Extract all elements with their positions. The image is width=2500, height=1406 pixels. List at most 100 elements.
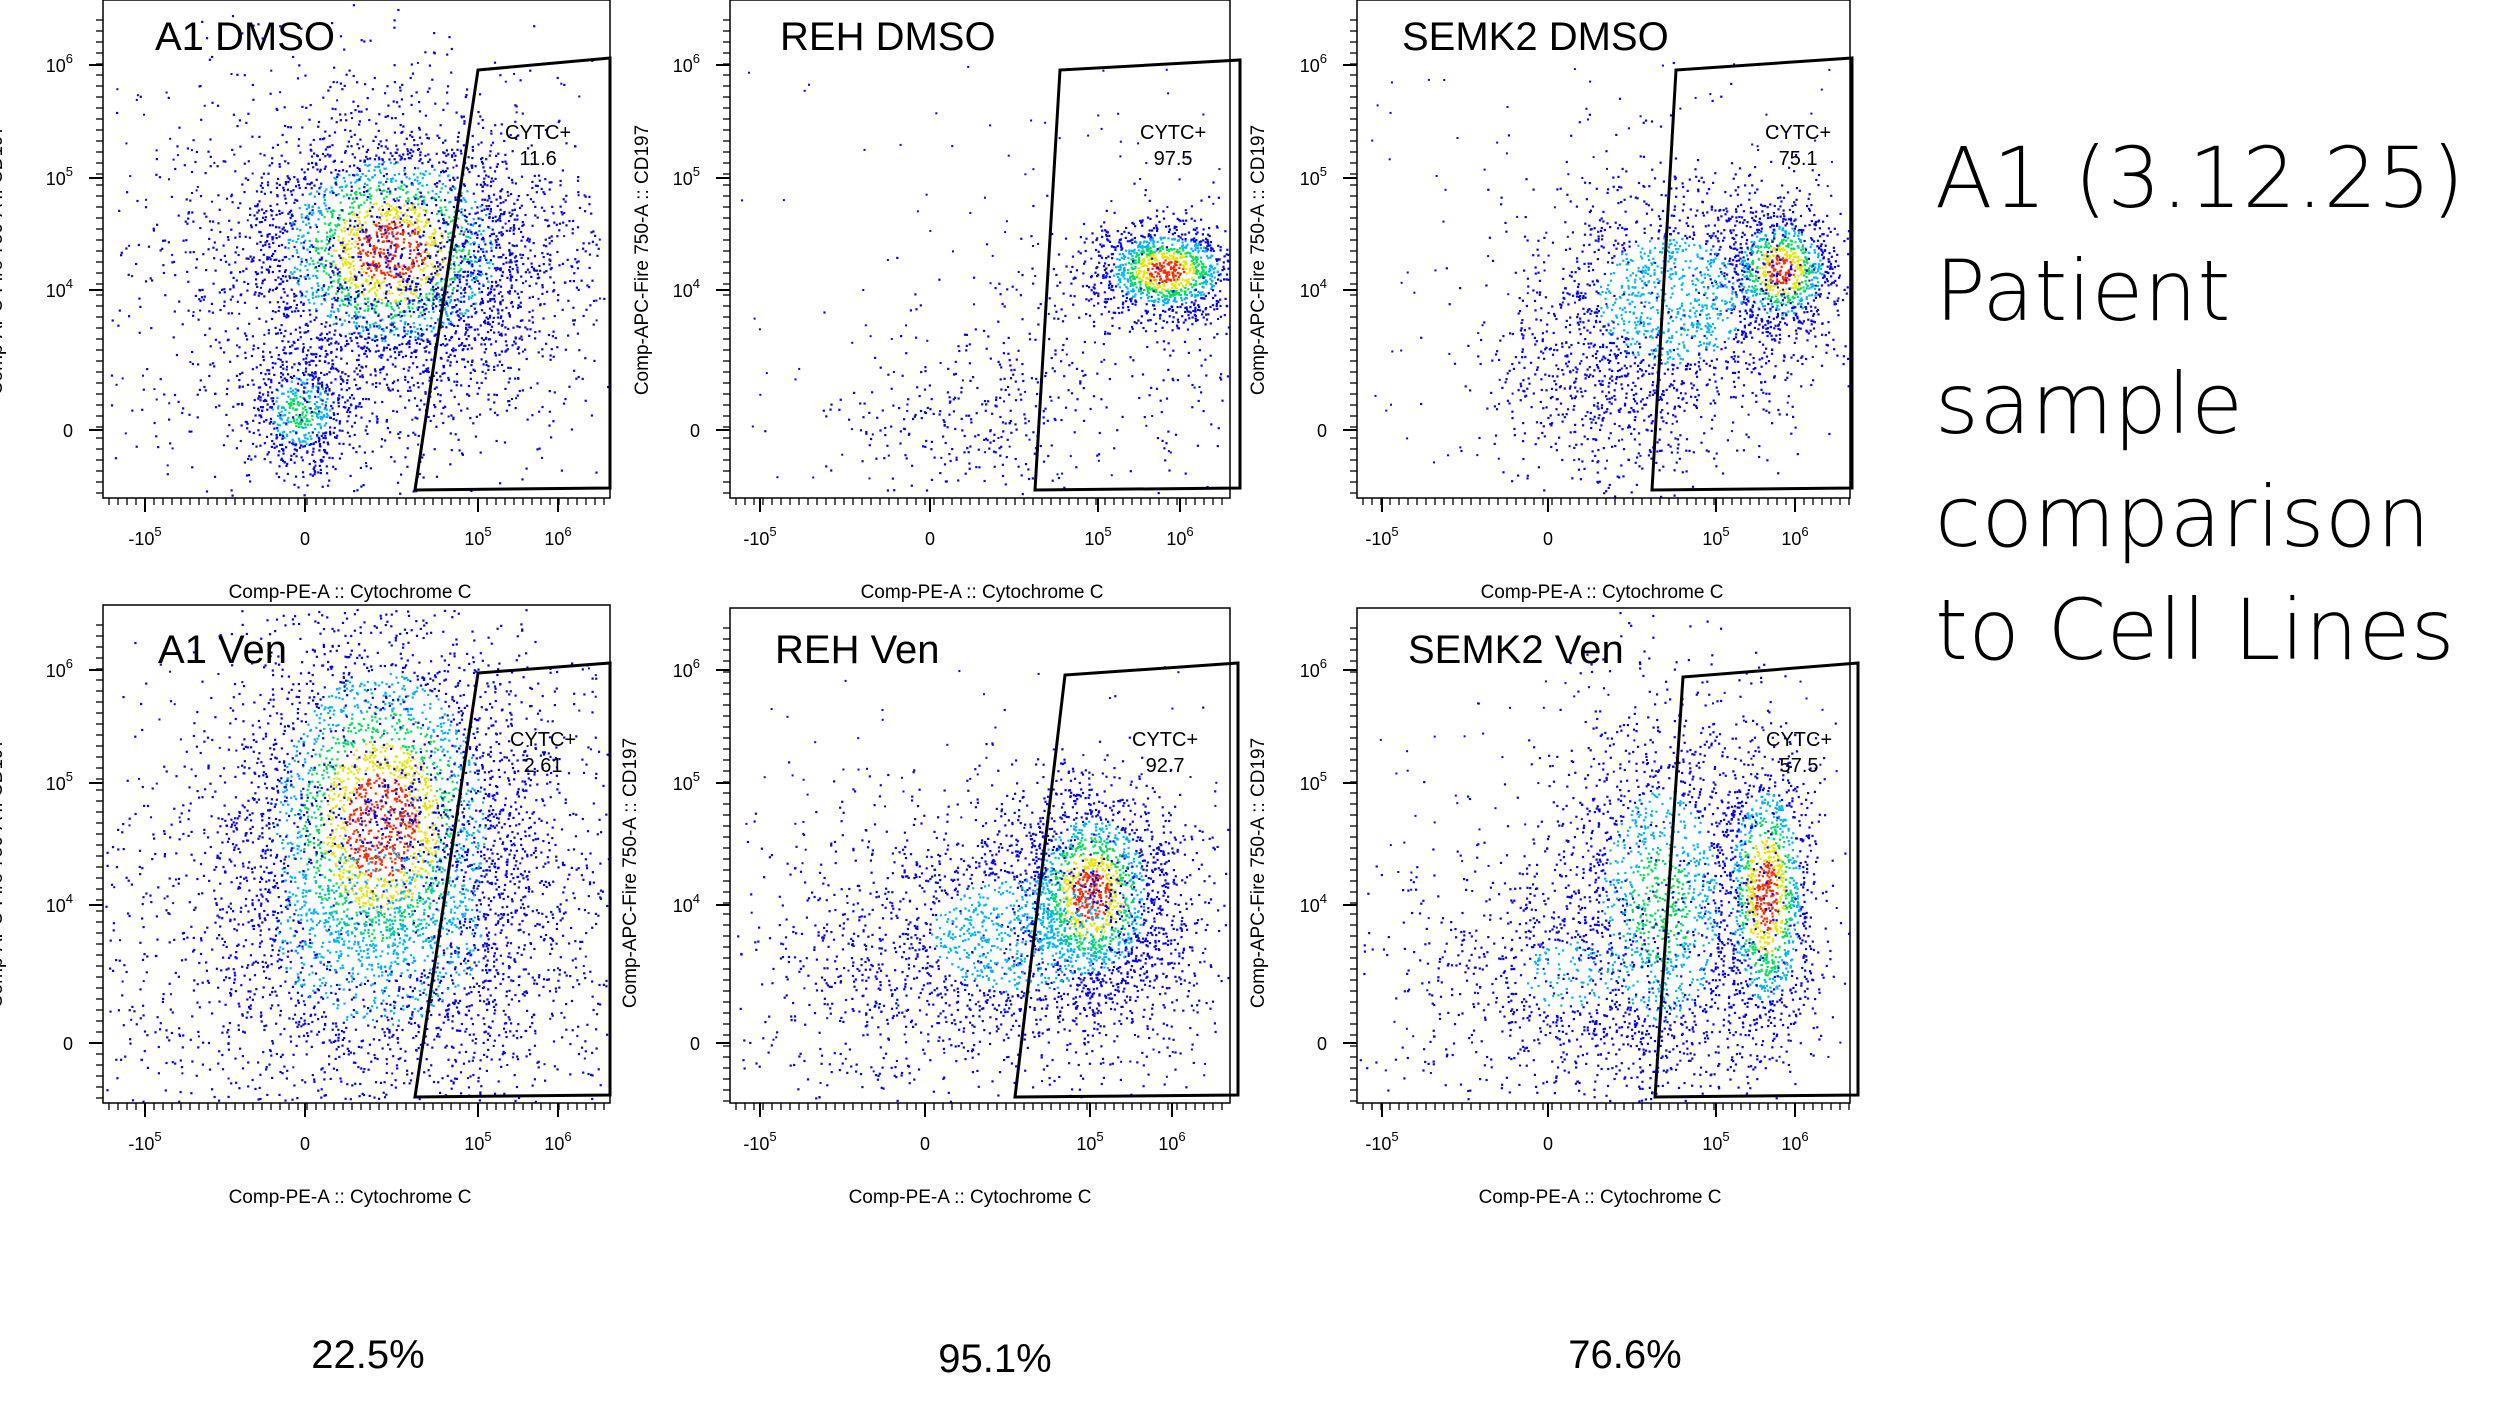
event-point — [465, 309, 468, 312]
event-point — [320, 247, 323, 250]
event-point — [304, 216, 307, 219]
event-point — [262, 253, 265, 256]
event-point — [426, 218, 429, 221]
event-point — [350, 181, 353, 184]
event-point — [542, 263, 545, 266]
event-point — [476, 206, 479, 209]
event-point — [257, 294, 260, 297]
event-point — [1137, 319, 1140, 322]
event-point — [409, 291, 412, 295]
event-point — [431, 190, 434, 193]
event-point — [237, 221, 240, 224]
event-point — [387, 386, 390, 389]
event-point — [411, 223, 414, 226]
event-point — [497, 309, 500, 312]
event-point — [398, 301, 401, 304]
event-point — [564, 398, 567, 401]
event-point — [314, 371, 317, 374]
event-point — [361, 374, 364, 377]
event-point — [558, 264, 561, 267]
event-point — [339, 375, 342, 378]
event-point — [438, 300, 441, 303]
event-point — [385, 304, 388, 307]
event-point — [489, 242, 492, 245]
event-point — [350, 394, 354, 397]
event-point — [286, 294, 289, 297]
event-point — [318, 449, 321, 452]
event-point — [291, 442, 294, 445]
event-point — [433, 32, 436, 35]
event-point — [350, 112, 353, 115]
event-point — [289, 209, 293, 212]
event-point — [376, 235, 379, 238]
event-point — [305, 420, 308, 423]
event-point — [485, 158, 488, 161]
event-point — [282, 300, 285, 303]
event-point — [210, 302, 213, 305]
event-point — [279, 416, 282, 419]
event-point — [297, 138, 301, 141]
event-cloud — [741, 65, 1230, 496]
event-point — [298, 377, 301, 381]
event-point — [485, 258, 488, 262]
event-point — [528, 284, 531, 287]
event-point — [391, 154, 394, 157]
event-point — [419, 372, 422, 375]
event-point — [463, 300, 466, 303]
event-point — [399, 232, 402, 236]
event-point — [315, 364, 318, 367]
event-point — [378, 327, 381, 330]
event-point — [384, 232, 387, 235]
event-point — [288, 178, 291, 181]
event-point — [463, 230, 466, 233]
event-point — [464, 96, 467, 99]
event-point — [481, 162, 485, 165]
event-point — [482, 250, 485, 253]
event-point — [372, 260, 375, 263]
event-point — [421, 305, 424, 309]
event-point — [413, 289, 416, 292]
event-point — [317, 387, 320, 390]
event-point — [460, 292, 463, 295]
event-point — [315, 308, 318, 311]
event-point — [436, 261, 439, 264]
event-point — [138, 297, 141, 300]
event-point — [386, 177, 389, 180]
event-point — [262, 172, 265, 175]
event-point — [258, 395, 261, 398]
event-point — [1174, 274, 1177, 277]
event-point — [368, 179, 371, 182]
event-point — [515, 111, 518, 114]
event-point — [302, 371, 305, 375]
event-point — [458, 245, 461, 248]
event-point — [392, 216, 395, 219]
event-point — [404, 456, 407, 459]
event-point — [376, 339, 379, 342]
event-point — [394, 237, 397, 240]
event-point — [428, 340, 431, 343]
event-point — [292, 276, 295, 279]
event-point — [356, 315, 359, 318]
event-point — [275, 400, 278, 403]
event-point — [544, 178, 547, 181]
event-point — [277, 354, 280, 357]
event-point — [309, 313, 312, 316]
event-point — [290, 454, 293, 457]
event-point — [449, 320, 452, 323]
event-point — [1176, 248, 1179, 252]
event-point — [413, 350, 416, 353]
event-point — [287, 390, 290, 393]
event-point — [468, 171, 471, 174]
event-point — [471, 134, 474, 138]
event-point — [453, 278, 456, 281]
event-point — [316, 386, 320, 389]
event-point — [252, 383, 255, 386]
event-point — [1183, 222, 1186, 225]
y-axis-label: Comp-APC-Fire 750-A :: CD197 — [0, 125, 8, 395]
event-point — [424, 154, 427, 157]
event-point — [513, 227, 516, 230]
event-point — [336, 99, 339, 102]
event-point — [399, 395, 402, 398]
event-point — [277, 357, 280, 360]
event-point — [390, 274, 393, 277]
